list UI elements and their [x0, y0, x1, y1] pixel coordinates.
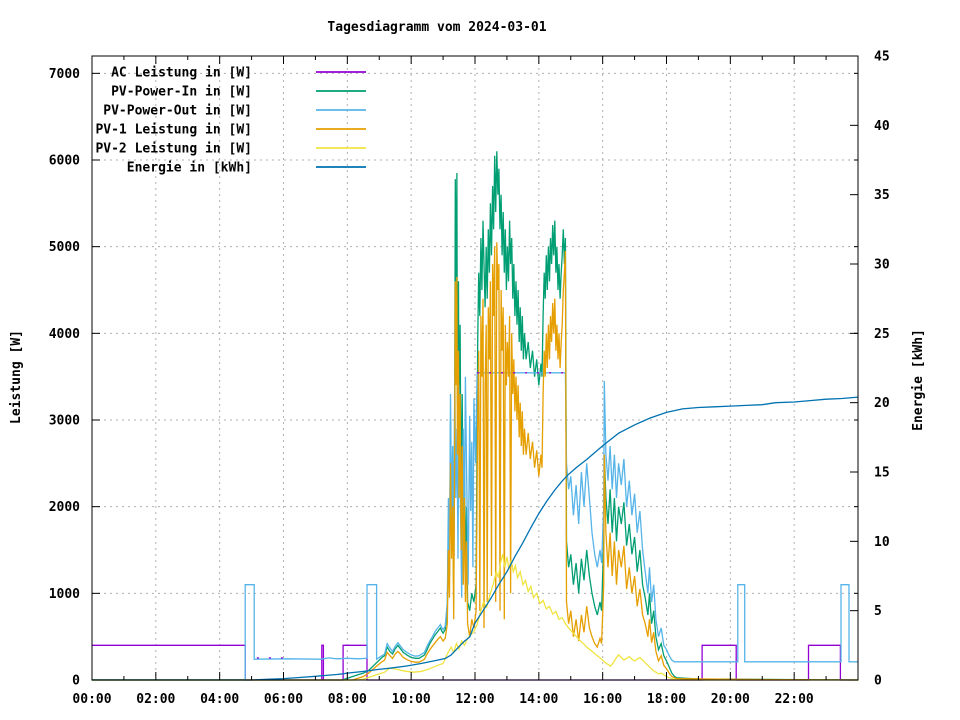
y-left-tick-label: 3000	[49, 414, 80, 429]
series-energie	[92, 396, 859, 681]
legend-item-pv-1-leistung: PV-1 Leistung in [W]	[95, 123, 366, 138]
x-tick-label: 10:00	[392, 692, 431, 707]
legend-item-energie: Energie in [kWh]	[127, 161, 366, 176]
x-tick-label: 08:00	[328, 692, 367, 707]
y-right-tick-label: 40	[874, 119, 890, 134]
y-left-tick-label: 4000	[49, 327, 80, 342]
axis-tick-labels: 00:00 02:00 04:00 06:00 08:00 10:00 12:00 14:00…	[49, 50, 890, 708]
y-left-tick-label: 1000	[49, 587, 80, 602]
legend-item-ac-leistung: AC Leistung in [W]	[111, 66, 366, 81]
data-series	[92, 151, 859, 681]
x-tick-label: 06:00	[264, 692, 303, 707]
x-tick-label: 04:00	[200, 692, 239, 707]
y-left-tick-label: 0	[72, 674, 80, 689]
x-tick-label: 20:00	[711, 692, 750, 707]
y-right-tick-label: 5	[874, 604, 882, 619]
chart-title: Tagesdiagramm vom 2024-03-01	[327, 20, 546, 35]
x-tick-label: 00:00	[72, 692, 111, 707]
y-left-axis-label: Leistung [W]	[9, 330, 24, 424]
legend-label: Energie in [kWh]	[127, 161, 252, 176]
gridlines	[92, 56, 858, 680]
legend-label: PV-2 Leistung in [W]	[95, 142, 252, 157]
x-tick-label: 12:00	[455, 692, 494, 707]
legend-label: AC Leistung in [W]	[111, 66, 252, 81]
y-right-axis-label: Energie [kWh]	[911, 329, 926, 431]
y-left-tick-label: 7000	[49, 67, 80, 82]
y-right-tick-label: 45	[874, 50, 890, 65]
y-right-tick-label: 30	[874, 258, 890, 273]
series-pv-power-out	[92, 372, 858, 681]
legend-item-pv-2-leistung: PV-2 Leistung in [W]	[95, 142, 366, 157]
x-tick-label: 02:00	[136, 692, 175, 707]
x-tick-label: 14:00	[519, 692, 558, 707]
y-left-tick-label: 5000	[49, 240, 80, 255]
legend-item-pv-power-out: PV-Power-Out in [W]	[103, 104, 366, 119]
y-right-tick-label: 20	[874, 396, 890, 411]
y-right-tick-label: 0	[874, 674, 882, 689]
y-right-tick-label: 25	[874, 327, 890, 342]
y-left-tick-label: 2000	[49, 500, 80, 515]
legend-label: PV-Power-In in [W]	[111, 85, 252, 100]
legend: AC Leistung in [W] PV-Power-In in [W] PV-P…	[95, 66, 366, 176]
series-ac-leistung	[92, 644, 858, 681]
legend-item-pv-power-in: PV-Power-In in [W]	[111, 85, 366, 100]
series-pv-1-leistung	[92, 242, 859, 681]
legend-label: PV-1 Leistung in [W]	[95, 123, 252, 138]
series-pv-power-in	[92, 151, 859, 681]
y-right-tick-label: 10	[874, 535, 890, 550]
x-tick-label: 16:00	[583, 692, 622, 707]
y-right-tick-label: 35	[874, 188, 890, 203]
x-tick-label: 22:00	[775, 692, 814, 707]
x-tick-label: 18:00	[647, 692, 686, 707]
legend-label: PV-Power-Out in [W]	[103, 104, 252, 119]
y-right-tick-label: 15	[874, 466, 890, 481]
y-left-tick-label: 6000	[49, 154, 80, 169]
axis-ticks	[91, 55, 859, 681]
